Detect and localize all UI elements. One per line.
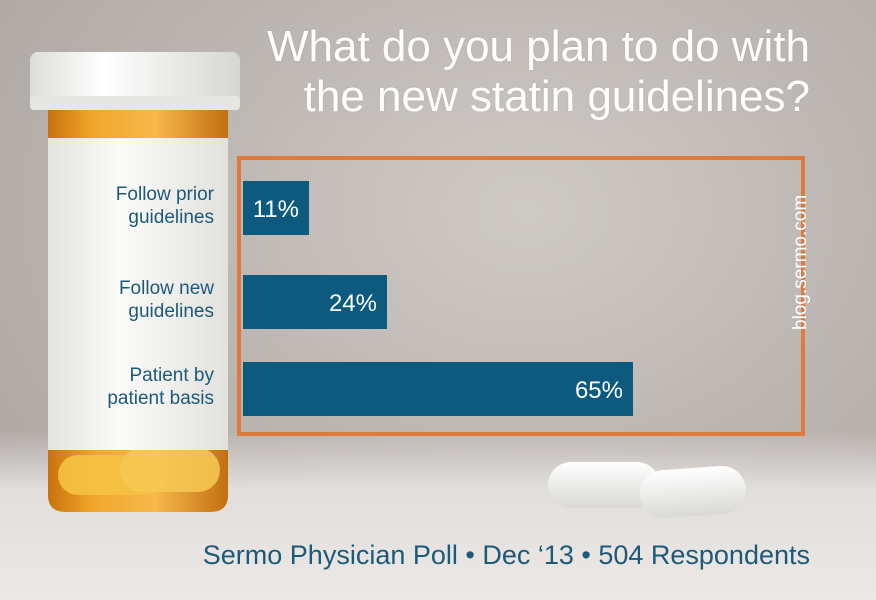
chart-frame (237, 156, 805, 436)
bar-1 (243, 181, 309, 235)
bar-3 (243, 362, 633, 416)
category-label-2: Follow new guidelines (119, 278, 214, 322)
bar-value-label-3: 65% (575, 377, 623, 404)
category-label-3: Patient by patient basis (107, 365, 214, 409)
bar-value-label-1: 11% (253, 196, 299, 223)
watermark: blog.sermo.com (790, 194, 811, 330)
category-label-line: patient basis (107, 388, 214, 409)
category-label-line: Follow prior (116, 184, 215, 205)
bar-value-label-2: 24% (329, 290, 377, 317)
category-label-line: guidelines (128, 301, 214, 322)
category-label-1: Follow prior guidelines (116, 184, 215, 228)
category-label-line: guidelines (128, 207, 214, 228)
chart-title: What do you plan to do with the new stat… (250, 22, 810, 122)
title-line-1: What do you plan to do with (267, 22, 810, 71)
title-line-2: the new statin guidelines? (303, 72, 810, 121)
bar-2 (243, 275, 387, 329)
category-label-line: Follow new (119, 278, 214, 299)
category-label-line: Patient by (130, 365, 215, 386)
footer-source: Sermo Physician Poll • Dec ‘13 • 504 Res… (202, 540, 810, 570)
